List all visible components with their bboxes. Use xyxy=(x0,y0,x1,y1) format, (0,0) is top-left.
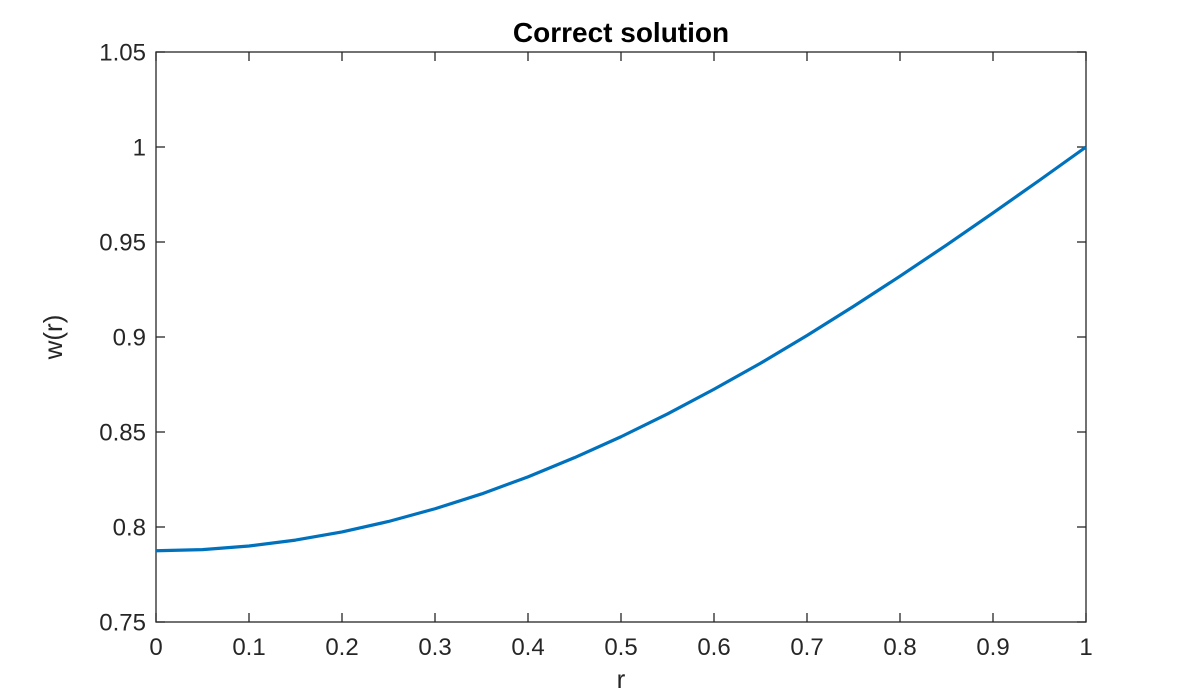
y-tick-label: 1 xyxy=(133,135,146,162)
x-tick-label: 0.6 xyxy=(697,634,730,661)
y-tick-label: 0.8 xyxy=(113,515,146,542)
y-axis-label: w(r) xyxy=(38,315,68,361)
x-tick-label: 0.1 xyxy=(232,634,265,661)
x-tick-label: 0.7 xyxy=(790,634,823,661)
axes-box xyxy=(155,51,1087,623)
x-tick-label: 0.8 xyxy=(883,634,916,661)
x-tick-label: 0.9 xyxy=(976,634,1009,661)
y-tick-label: 1.05 xyxy=(99,40,146,67)
y-tick-label: 0.85 xyxy=(99,420,146,447)
y-tick-label: 0.75 xyxy=(99,610,146,637)
x-tick-label: 0.4 xyxy=(511,634,544,661)
y-tick-label: 0.9 xyxy=(113,325,146,352)
x-tick-label: 0.3 xyxy=(418,634,451,661)
x-tick-label: 0.2 xyxy=(325,634,358,661)
x-axis-label: r xyxy=(617,664,626,694)
x-tick-label: 0 xyxy=(149,634,162,661)
chart-title: Correct solution xyxy=(513,17,729,48)
x-tick-label: 1 xyxy=(1079,634,1092,661)
y-tick-label: 0.95 xyxy=(99,230,146,257)
x-tick-label: 0.5 xyxy=(604,634,637,661)
solution-curve xyxy=(155,145,1087,553)
